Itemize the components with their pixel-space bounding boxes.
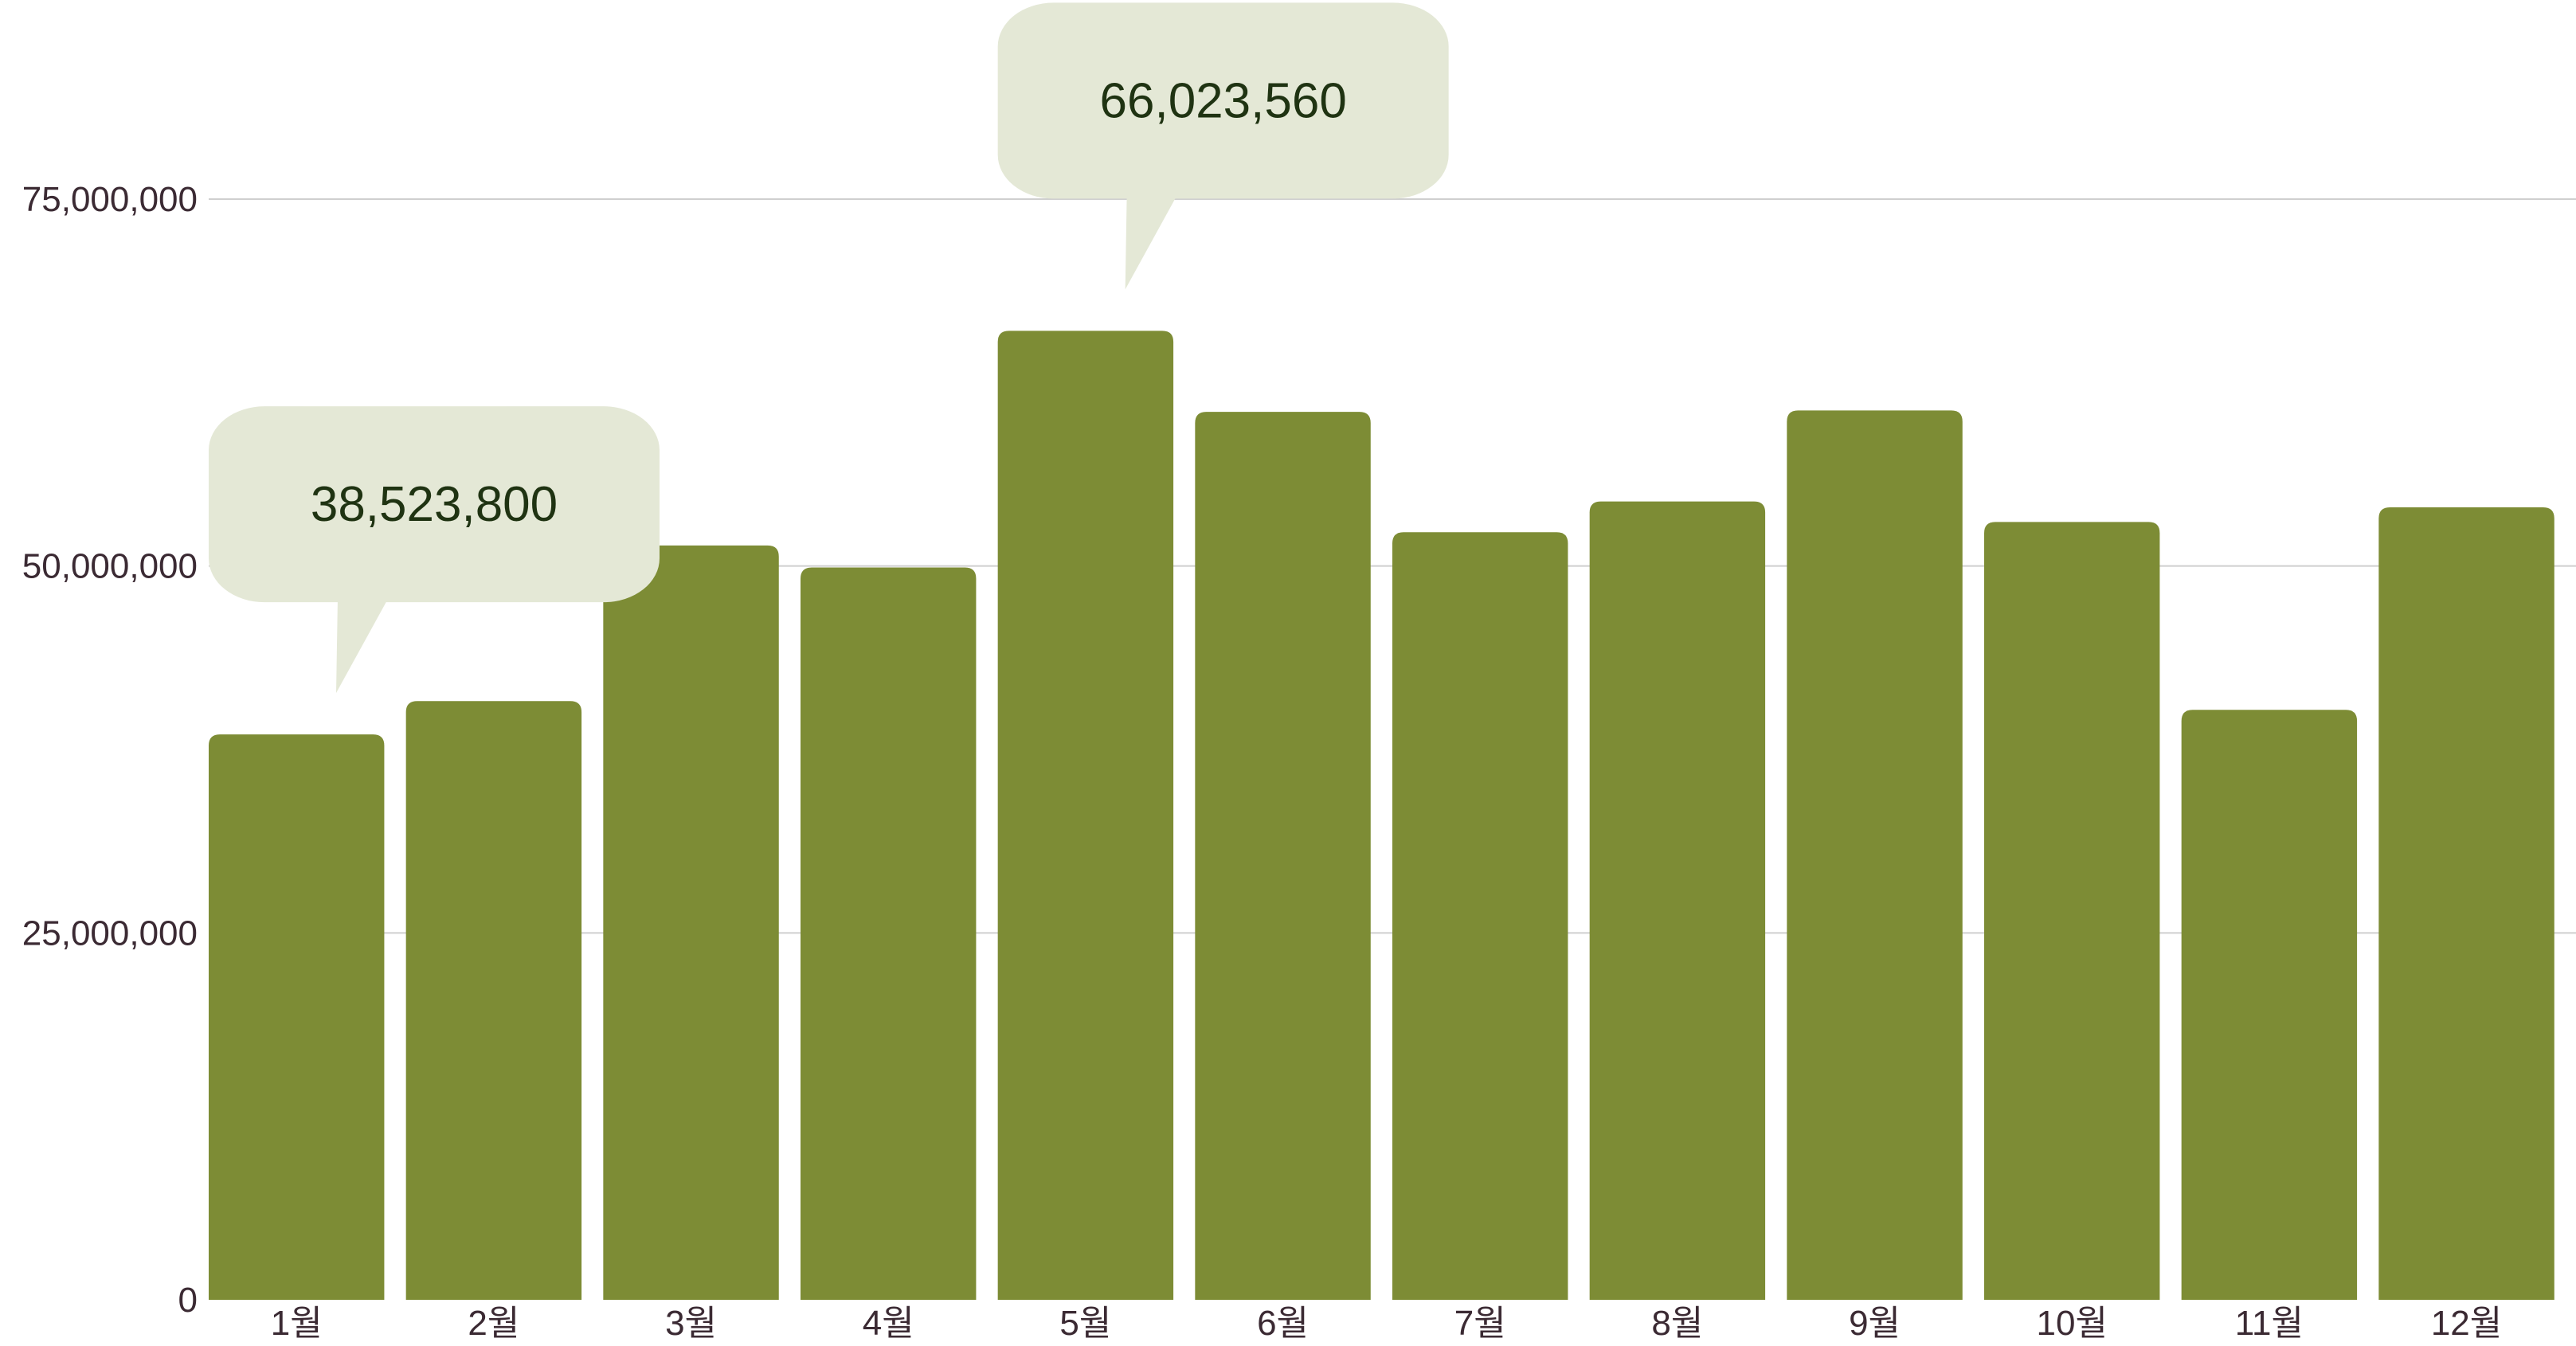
callout-value-label: 38,523,800 — [311, 477, 558, 532]
x-tick-label: 12월 — [2431, 1304, 2502, 1343]
x-tick-label: 3월 — [665, 1304, 717, 1343]
callout-bubble — [997, 2, 1449, 199]
bar[interactable] — [603, 545, 779, 1300]
callout-pointer — [336, 597, 389, 694]
x-tick-label: 5월 — [1059, 1304, 1111, 1343]
callout-value-label: 66,023,560 — [1100, 73, 1347, 128]
callout-bubble — [209, 406, 660, 603]
bar[interactable] — [2181, 710, 2358, 1300]
bars — [209, 331, 2554, 1300]
x-tick-label: 1월 — [271, 1304, 323, 1343]
bar[interactable] — [405, 701, 582, 1300]
bar[interactable] — [1195, 412, 1371, 1300]
x-tick-label: 11월 — [2235, 1304, 2304, 1343]
bar[interactable] — [209, 734, 385, 1300]
bar[interactable] — [997, 331, 1174, 1300]
bar[interactable] — [2378, 507, 2554, 1300]
bar[interactable] — [1392, 532, 1568, 1300]
x-tick-label: 2월 — [468, 1304, 519, 1343]
x-tick-label: 8월 — [1651, 1304, 1703, 1343]
value-callout: 38,523,800 — [209, 406, 660, 694]
y-tick-label: 75,000,000 — [22, 180, 198, 219]
x-tick-label: 6월 — [1257, 1304, 1309, 1343]
callout-pointer — [1125, 194, 1178, 290]
bar[interactable] — [1589, 501, 1766, 1300]
y-axis: 0 25,000,000 50,000,000 75,000,000 — [22, 180, 198, 1320]
y-tick-label: 25,000,000 — [22, 914, 198, 953]
x-tick-label: 4월 — [863, 1304, 914, 1343]
y-tick-label: 50,000,000 — [22, 547, 198, 586]
callouts: 38,523,800 66,023,560 — [209, 2, 1449, 694]
bar[interactable] — [1787, 410, 1963, 1300]
x-axis: 1월 2월 3월 4월 5월 6월 7월 8월 9월 10월 11월 12월 — [271, 1304, 2503, 1343]
x-tick-label: 9월 — [1849, 1304, 1901, 1343]
x-tick-label: 7월 — [1454, 1304, 1506, 1343]
value-callout: 66,023,560 — [997, 2, 1449, 290]
bar[interactable] — [1984, 522, 2160, 1300]
y-tick-label: 0 — [178, 1281, 198, 1320]
bar[interactable] — [801, 567, 977, 1300]
x-tick-label: 10월 — [2037, 1304, 2108, 1343]
